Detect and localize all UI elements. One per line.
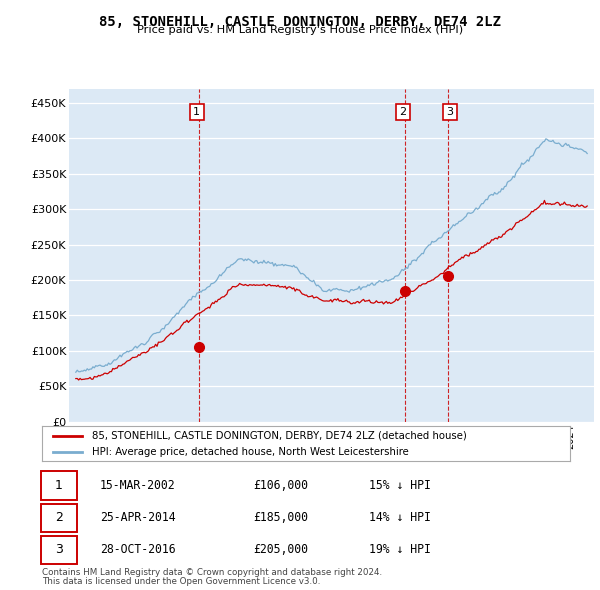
Text: 85, STONEHILL, CASTLE DONINGTON, DERBY, DE74 2LZ (detached house): 85, STONEHILL, CASTLE DONINGTON, DERBY, … [92, 431, 467, 441]
Text: 14% ↓ HPI: 14% ↓ HPI [370, 511, 431, 524]
Text: 1: 1 [55, 479, 63, 492]
Text: 25-APR-2014: 25-APR-2014 [100, 511, 176, 524]
Text: 15-MAR-2002: 15-MAR-2002 [100, 479, 176, 492]
Text: 1: 1 [193, 107, 200, 117]
Text: Price paid vs. HM Land Registry's House Price Index (HPI): Price paid vs. HM Land Registry's House … [137, 25, 463, 35]
Text: 19% ↓ HPI: 19% ↓ HPI [370, 543, 431, 556]
Text: 28-OCT-2016: 28-OCT-2016 [100, 543, 176, 556]
Text: 3: 3 [55, 543, 63, 556]
Text: £205,000: £205,000 [253, 543, 308, 556]
FancyBboxPatch shape [41, 536, 77, 564]
Text: 15% ↓ HPI: 15% ↓ HPI [370, 479, 431, 492]
Text: £185,000: £185,000 [253, 511, 308, 524]
Text: 85, STONEHILL, CASTLE DONINGTON, DERBY, DE74 2LZ: 85, STONEHILL, CASTLE DONINGTON, DERBY, … [99, 15, 501, 29]
Text: Contains HM Land Registry data © Crown copyright and database right 2024.: Contains HM Land Registry data © Crown c… [42, 568, 382, 576]
Text: £106,000: £106,000 [253, 479, 308, 492]
FancyBboxPatch shape [41, 504, 77, 532]
Text: This data is licensed under the Open Government Licence v3.0.: This data is licensed under the Open Gov… [42, 577, 320, 586]
Text: 3: 3 [446, 107, 454, 117]
Text: 2: 2 [55, 511, 63, 524]
Text: HPI: Average price, detached house, North West Leicestershire: HPI: Average price, detached house, Nort… [92, 447, 409, 457]
Text: 2: 2 [400, 107, 407, 117]
FancyBboxPatch shape [41, 471, 77, 500]
